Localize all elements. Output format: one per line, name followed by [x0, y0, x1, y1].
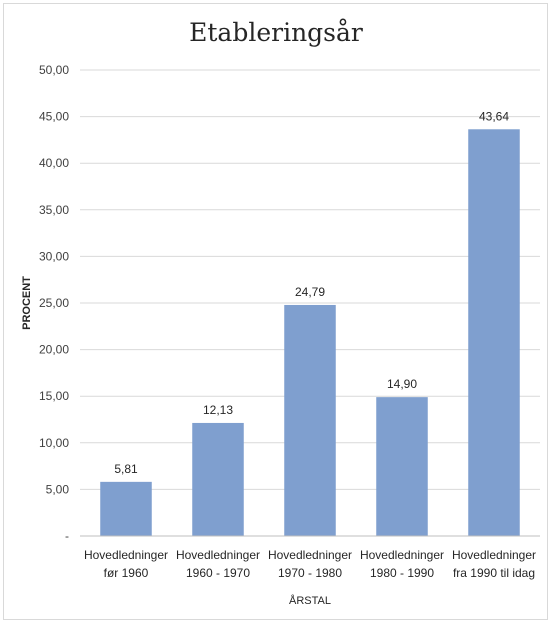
chart-frame	[3, 3, 548, 620]
bar	[100, 481, 152, 536]
y-tick-label: 35,00	[39, 203, 69, 217]
data-label: 14,90	[387, 377, 417, 391]
x-axis-label: ÅRSTAL	[289, 594, 331, 607]
y-axis-ticks: - 5,00 10,00 15,00 20,00 25,00 30,00 35,00 40,00…	[39, 63, 69, 543]
x-tick-label: 1970 - 1980	[278, 566, 342, 580]
x-tick-label: Hovedledninger	[360, 548, 444, 562]
y-tick-label: -	[65, 529, 69, 543]
x-tick-label: Hovedledninger	[268, 548, 352, 562]
bars	[100, 129, 520, 536]
data-label: 43,64	[479, 109, 509, 123]
x-tick-label: Hovedledninger	[176, 548, 260, 562]
bar	[284, 304, 336, 536]
x-tick-label: Hovedledninger	[452, 548, 536, 562]
y-tick-label: 25,00	[39, 296, 69, 310]
y-tick-label: 5,00	[46, 482, 70, 496]
y-axis-label: PROCENT	[21, 276, 33, 330]
y-tick-label: 30,00	[39, 249, 69, 263]
y-tick-label: 15,00	[39, 389, 69, 403]
data-label: 12,13	[203, 403, 233, 417]
x-tick-label: 1980 - 1990	[370, 566, 434, 580]
bar	[376, 397, 428, 536]
data-label: 24,79	[295, 285, 325, 299]
y-tick-label: 40,00	[39, 156, 69, 170]
bar	[468, 129, 520, 536]
bar	[192, 422, 244, 536]
y-tick-label: 10,00	[39, 436, 69, 450]
data-labels: 5,81 12,13 24,79 14,90 43,64	[114, 109, 509, 476]
x-tick-label: før 1960	[104, 566, 149, 580]
category-labels: Hovedledninger før 1960 Hovedledninger 1960…	[84, 548, 536, 580]
y-tick-label: 20,00	[39, 343, 69, 357]
y-tick-label: 50,00	[39, 63, 69, 77]
chart-title: Etableringsår	[189, 18, 363, 47]
x-tick-label: Hovedledninger	[84, 548, 168, 562]
data-label: 5,81	[114, 462, 138, 476]
x-tick-label: fra 1990 til idag	[453, 566, 535, 580]
y-tick-label: 45,00	[39, 110, 69, 124]
x-tick-label: 1960 - 1970	[186, 566, 250, 580]
